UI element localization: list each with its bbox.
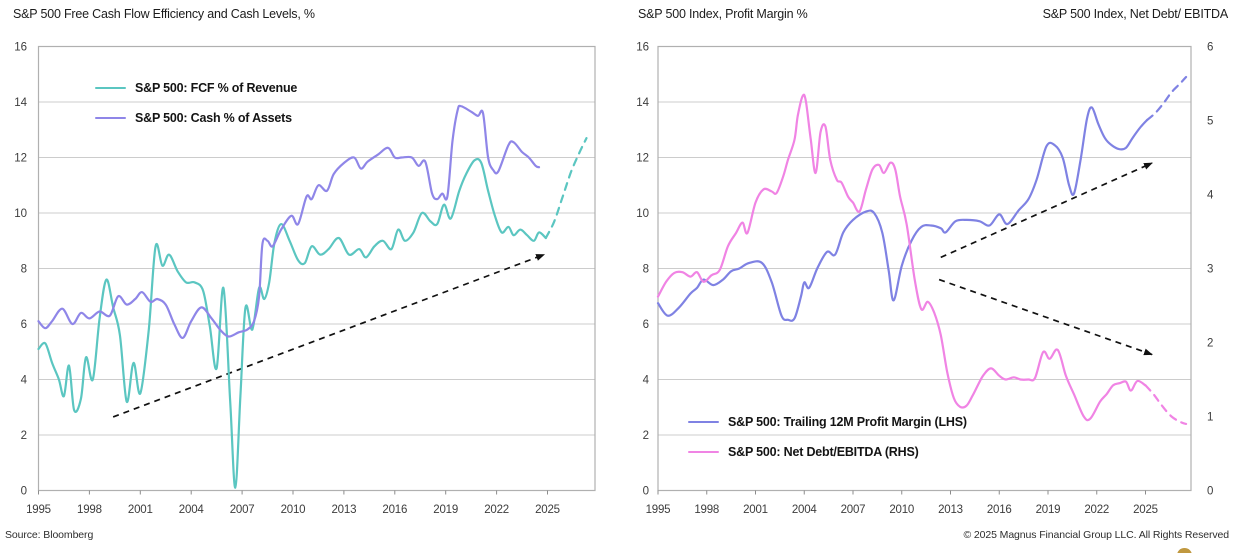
- x-tick-label: 2007: [841, 504, 866, 516]
- left-chart-legend: S&P 500: FCF % of Revenue S&P 500: Cash %…: [95, 73, 297, 133]
- trend-arrow: [938, 278, 1153, 356]
- right-chart-title-right-axis: S&P 500 Index, Net Debt/ EBITDA: [1042, 7, 1229, 21]
- y-axis-label: 12: [636, 153, 649, 165]
- y-axis-label: 6: [643, 319, 649, 331]
- x-tick-label: 2016: [382, 504, 407, 516]
- plot-frame: [657, 45, 1192, 492]
- y-axis-label: 12: [14, 153, 27, 165]
- x-tick-label: 2025: [1133, 504, 1158, 516]
- legend-line-swatch: [95, 86, 126, 90]
- bottom-right-logo-fragment: [1177, 548, 1192, 553]
- series-line: [656, 93, 1147, 422]
- y-axis-label: 4: [643, 375, 650, 387]
- series-line: [1144, 384, 1188, 425]
- legend-line-swatch: [688, 420, 719, 424]
- legend-label: S&P 500: Trailing 12M Profit Margin (LHS…: [728, 415, 967, 429]
- series-line: [656, 106, 1149, 322]
- left-chart-title: S&P 500 Free Cash Flow Efficiency and Ca…: [13, 7, 315, 21]
- legend-label: S&P 500: FCF % of Revenue: [135, 81, 298, 95]
- right-chart: 1995 1998 2001 2004 2007 2010 2013 2016 2019 2022…: [636, 42, 1214, 517]
- y-axis-label: 8: [643, 264, 649, 276]
- y-axis-right-label: 5: [1207, 116, 1213, 128]
- legend-label: S&P 500: Cash % of Assets: [135, 111, 292, 125]
- y-axis-right-label: 6: [1207, 42, 1213, 54]
- series-line: [37, 104, 541, 339]
- y-axis-label: 6: [21, 319, 27, 331]
- y-axis-right-label: 1: [1207, 412, 1213, 424]
- y-axis-right-label: 0: [1207, 486, 1213, 498]
- y-axis-right-label: 4: [1207, 190, 1214, 202]
- plot-frame: [37, 45, 596, 492]
- x-tick-label: 2019: [1036, 504, 1061, 516]
- copyright-note: © 2025 Magnus Financial Group LLC. All R…: [963, 529, 1229, 541]
- y-axis-label: 0: [21, 486, 27, 498]
- y-axis-label: 16: [636, 42, 649, 54]
- y-axis-label: 2: [21, 430, 27, 442]
- y-axis-label: 4: [21, 375, 28, 387]
- x-tick-label: 1998: [77, 504, 102, 516]
- x-tick-label: 2004: [179, 504, 205, 516]
- y-axis-right-label: 2: [1207, 338, 1213, 350]
- x-tick-label: 2007: [230, 504, 255, 516]
- x-tick-label: 1995: [646, 504, 671, 516]
- y-axis-label: 10: [636, 208, 649, 220]
- series-line: [544, 137, 588, 240]
- y-axis-label: 14: [14, 97, 27, 109]
- x-tick-label: 2010: [281, 504, 306, 516]
- y-axis-label: 10: [14, 208, 27, 220]
- legend-item: S&P 500: Net Debt/EBITDA (RHS): [688, 437, 967, 467]
- x-tick-label: 1995: [26, 504, 51, 516]
- series-line: [1146, 75, 1188, 122]
- trend-arrow: [940, 162, 1153, 259]
- x-tick-label: 1998: [694, 504, 719, 516]
- trend-arrow: [112, 253, 546, 418]
- right-chart-title-left-axis: S&P 500 Index, Profit Margin %: [638, 7, 808, 21]
- x-tick-label: 2019: [433, 504, 458, 516]
- legend-item: S&P 500: FCF % of Revenue: [95, 73, 297, 103]
- legend-label: S&P 500: Net Debt/EBITDA (RHS): [728, 445, 919, 459]
- legend-line-swatch: [688, 450, 719, 454]
- right-chart-legend: S&P 500: Trailing 12M Profit Margin (LHS…: [688, 407, 967, 467]
- legend-item: S&P 500: Cash % of Assets: [95, 103, 297, 133]
- x-tick-label: 2016: [987, 504, 1012, 516]
- series-line: [37, 157, 547, 489]
- y-axis-label: 16: [14, 42, 27, 54]
- x-tick-label: 2001: [743, 504, 768, 516]
- x-tick-label: 2001: [128, 504, 153, 516]
- y-axis-label: 14: [636, 97, 649, 109]
- y-axis-label: 0: [643, 486, 649, 498]
- x-tick-label: 2010: [889, 504, 914, 516]
- legend-line-swatch: [95, 116, 126, 120]
- legend-item: S&P 500: Trailing 12M Profit Margin (LHS…: [688, 407, 967, 437]
- y-axis-label: 2: [643, 430, 649, 442]
- x-tick-label: 2013: [938, 504, 963, 516]
- x-tick-label: 2004: [792, 504, 818, 516]
- x-tick-label: 2013: [331, 504, 356, 516]
- x-tick-label: 2022: [484, 504, 509, 516]
- x-tick-label: 2025: [535, 504, 560, 516]
- y-axis-label: 8: [21, 264, 27, 276]
- source-note: Source: Bloomberg: [5, 529, 94, 541]
- y-axis-right-label: 3: [1207, 264, 1213, 276]
- x-tick-label: 2022: [1084, 504, 1109, 516]
- left-chart: 1995 1998 2001 2004 2007 2010 2013 2016 2019 2022…: [14, 42, 596, 516]
